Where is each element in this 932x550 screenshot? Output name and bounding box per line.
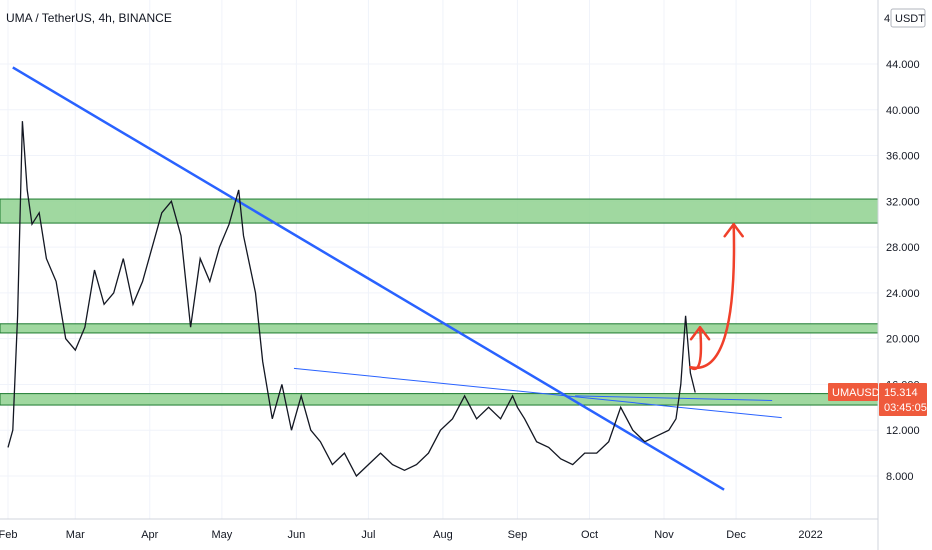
- y-tick-label: 32.000: [886, 196, 920, 208]
- y-tick-label: 44.000: [886, 59, 920, 71]
- chart-title: UMA / TetherUS, 4h, BINANCE: [6, 11, 172, 25]
- x-tick-label: Dec: [726, 529, 746, 541]
- unit-label: USDT: [895, 13, 925, 25]
- x-tick-label: Oct: [581, 529, 598, 541]
- projection-arrows: [689, 222, 744, 371]
- support-resistance-zones: [0, 198, 879, 406]
- x-tick-label: May: [211, 529, 232, 541]
- x-tick-label: Mar: [66, 529, 85, 541]
- price-series-line: [7, 121, 696, 478]
- y-tick-label: 8.000: [886, 471, 914, 483]
- symbol-label: UMAUSDT: [832, 387, 887, 399]
- symbol-badge: [828, 383, 878, 401]
- projection-arrow: [689, 325, 703, 371]
- unit-box[interactable]: [890, 8, 926, 28]
- x-tick-label: Jul: [361, 529, 375, 541]
- x-tick-label: Apr: [141, 529, 158, 541]
- trendline: [575, 395, 773, 401]
- x-tick-label: Feb: [0, 529, 17, 541]
- x-axis-ticks: Feb Mar Apr May Jun Jul Aug Sep Oct Nov Dec 2022: [0, 529, 823, 541]
- y-tick-label: 28.000: [886, 242, 920, 254]
- price-badge-box: [879, 383, 927, 416]
- x-tick-label: Nov: [654, 529, 674, 541]
- trendline: [293, 367, 782, 419]
- arrow-head: [689, 325, 711, 341]
- y-tick-label: 12.000: [886, 425, 920, 437]
- price-zone: [0, 393, 879, 406]
- candle-countdown: 03:45:05: [884, 402, 927, 414]
- price-badge: UMAUSDT 15.314 03:45:05: [828, 383, 927, 416]
- current-price: 15.314: [884, 387, 918, 399]
- price-zone: [0, 323, 879, 334]
- y-tick-label: 36.000: [886, 151, 920, 163]
- x-tick-label: 2022: [798, 529, 822, 541]
- y-tick-label: 40.000: [886, 105, 920, 117]
- projection-arrow: [689, 222, 736, 370]
- y-tick-label: 24.000: [886, 288, 920, 300]
- unit-selector[interactable]: 4 USDT: [884, 8, 926, 28]
- grid: [0, 0, 878, 519]
- x-tick-label: Aug: [433, 529, 453, 541]
- trendlines: [12, 66, 782, 491]
- trendline: [12, 66, 725, 491]
- unit-prefix: 4: [884, 13, 890, 25]
- price-zone: [0, 198, 879, 224]
- y-tick-label: 20.000: [886, 334, 920, 346]
- x-tick-label: Sep: [508, 529, 528, 541]
- x-tick-label: Jun: [287, 529, 305, 541]
- arrow-head: [723, 222, 744, 238]
